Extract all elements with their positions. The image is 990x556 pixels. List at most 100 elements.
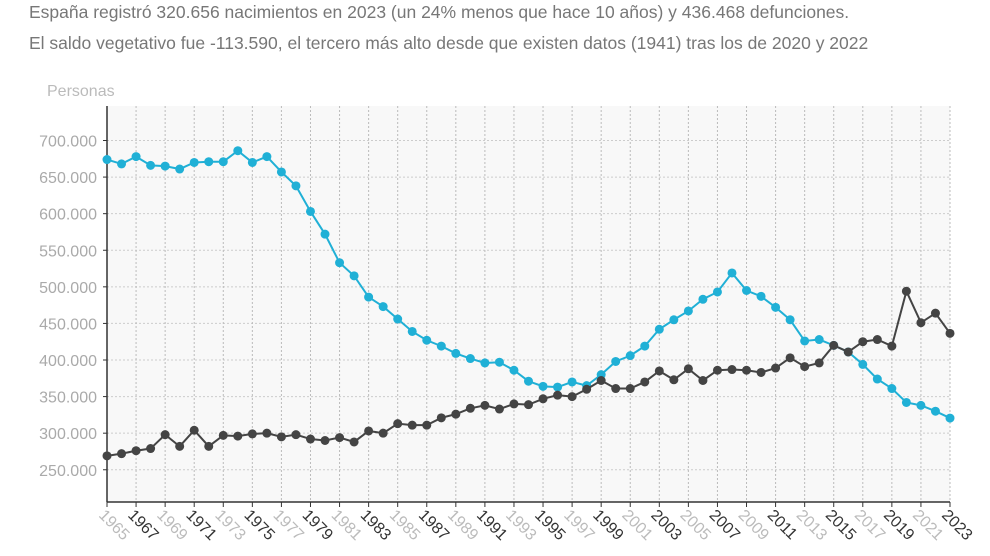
data-point [553,390,563,400]
x-tick-label: 2001 [618,507,655,544]
x-tick-label: 1973 [211,507,248,544]
data-point [727,268,737,278]
x-tick-label: 2017 [851,507,888,544]
data-point [335,433,345,443]
y-axis-label: Personas [47,83,115,100]
x-tick-label: 1997 [560,507,597,544]
data-point [727,365,737,375]
data-point [582,384,592,394]
data-point [901,286,911,296]
x-tick-label: 1983 [357,507,394,544]
data-point [393,419,403,429]
subtitle-line-1: España registró 320.656 nacimientos en 2… [29,2,850,22]
data-point [393,314,403,324]
data-point [146,160,156,170]
x-tick-label: 1975 [241,507,278,544]
data-point [654,324,664,334]
y-tick-label: 350.000 [39,390,97,407]
data-point [800,362,810,372]
data-point [175,164,185,174]
x-tick-label: 2021 [909,507,946,544]
data-point [872,374,882,384]
data-point [567,392,577,402]
data-point [189,157,199,167]
x-tick-label: 1967 [124,507,161,544]
data-point [814,358,824,368]
data-point [712,287,722,297]
data-point [117,449,127,459]
data-point [117,159,127,169]
x-tick-label: 2003 [647,507,684,544]
series-births [102,146,955,423]
x-tick-label: 1987 [415,507,452,544]
data-point [930,406,940,416]
data-point [378,302,388,312]
data-point [291,430,301,440]
data-point [494,357,504,367]
data-point [698,375,708,385]
data-point [553,382,563,392]
x-tick-label: 1999 [589,507,626,544]
x-tick-label: 1991 [473,507,510,544]
data-point [858,337,868,347]
y-tick-label: 450.000 [39,316,97,333]
data-point [785,353,795,363]
data-point [233,431,243,441]
data-point [538,381,548,391]
data-point [872,335,882,345]
data-point [625,384,635,394]
data-point [930,308,940,318]
x-tick-label: 1995 [531,507,568,544]
data-point [131,152,141,162]
data-point [160,161,170,171]
data-point [247,429,257,439]
data-point [262,152,272,162]
data-point [611,356,621,366]
data-point [756,291,766,301]
data-point [160,430,170,440]
x-tick-label: 1989 [444,507,481,544]
data-point [611,384,621,394]
x-tick-label: 2015 [822,507,859,544]
data-point [320,229,330,239]
data-point [276,167,286,177]
data-point [364,292,374,302]
data-point [916,318,926,328]
subtitle-line-2: El saldo vegetativo fue -113.590, el ter… [29,33,869,53]
data-point [131,446,141,456]
data-point [596,375,606,385]
data-point [146,444,156,454]
x-tick-label: 2023 [938,507,975,544]
data-point [436,413,446,423]
x-tick-label: 2019 [880,507,917,544]
y-tick-label: 600.000 [39,207,97,224]
data-point [945,328,955,338]
data-point [247,157,257,167]
data-point [407,420,417,430]
data-point [814,335,824,345]
data-point [742,285,752,295]
data-point [102,155,112,165]
y-tick-label: 550.000 [39,243,97,260]
data-point [625,351,635,361]
x-tick-label: 1981 [328,507,365,544]
data-point [829,340,839,350]
data-point [378,428,388,438]
series-deaths [102,286,955,461]
data-point [640,341,650,351]
x-tick-label: 1993 [502,507,539,544]
data-point [233,146,243,156]
data-point [349,437,359,447]
data-point [509,365,519,375]
x-tick-label: 2013 [793,507,830,544]
y-tick-label: 650.000 [39,170,97,187]
data-point [640,377,650,387]
data-point [698,294,708,304]
data-point [785,315,795,325]
data-point [102,451,112,461]
data-point [843,347,853,357]
data-point [436,341,446,351]
data-point [901,397,911,407]
data-point [422,420,432,430]
data-point [364,426,374,436]
